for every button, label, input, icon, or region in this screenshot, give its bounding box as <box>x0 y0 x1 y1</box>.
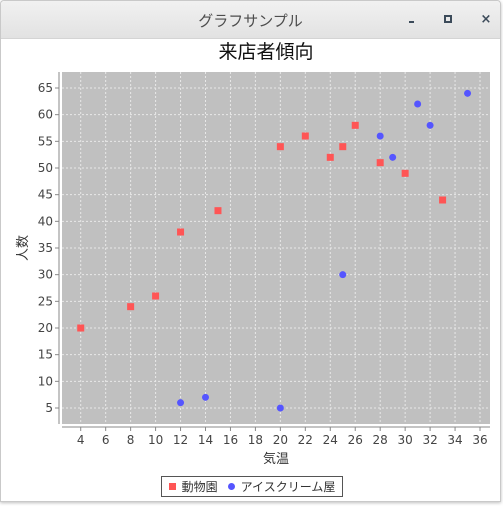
data-point-zoo <box>401 169 409 177</box>
y-tick-label: 50 <box>38 161 53 175</box>
x-tick-label: 32 <box>422 433 437 447</box>
y-tick-label: 65 <box>38 81 53 95</box>
legend-circle-icon <box>227 483 235 490</box>
data-point-icecream <box>201 393 209 401</box>
x-tick-label: 34 <box>447 433 462 447</box>
x-tick-label: 18 <box>248 433 263 447</box>
y-tick-label: 5 <box>45 401 53 415</box>
y-tick-label: 30 <box>38 268 53 282</box>
minimize-icon <box>408 20 414 23</box>
data-point-icecream <box>376 132 384 140</box>
data-point-icecream <box>339 271 347 279</box>
maximize-icon <box>444 15 452 23</box>
data-point-zoo <box>152 292 160 300</box>
legend-square-icon <box>168 483 176 490</box>
data-point-zoo <box>214 207 222 215</box>
y-tick-label: 10 <box>38 374 53 388</box>
data-point-zoo <box>177 228 185 236</box>
x-tick-label: 8 <box>127 433 135 447</box>
chart-legend: 動物園 アイスクリーム屋 <box>161 476 343 497</box>
data-point-zoo <box>326 153 334 161</box>
x-tick-label: 36 <box>472 433 487 447</box>
x-tick-label: 28 <box>373 433 388 447</box>
maximize-button[interactable] <box>440 11 456 27</box>
data-point-icecream <box>276 404 284 412</box>
data-point-zoo <box>276 143 284 151</box>
x-axis-label: 気温 <box>263 451 289 467</box>
y-tick-label: 35 <box>38 241 53 255</box>
chart-title: 来店者傾向 <box>218 41 313 63</box>
data-point-icecream <box>426 121 434 129</box>
data-point-zoo <box>439 196 447 204</box>
minimize-button[interactable] <box>403 11 419 27</box>
legend-item-zoo: 動物園 <box>168 478 218 495</box>
data-point-zoo <box>339 143 347 151</box>
y-tick-label: 25 <box>38 294 53 308</box>
close-button[interactable]: × <box>478 11 494 27</box>
x-tick-label: 22 <box>298 433 313 447</box>
data-point-icecream <box>414 100 422 108</box>
data-point-zoo <box>301 132 309 140</box>
x-tick-label: 10 <box>148 433 163 447</box>
y-tick-label: 55 <box>38 134 53 148</box>
x-tick-label: 24 <box>323 433 338 447</box>
x-tick-label: 6 <box>102 433 110 447</box>
y-axis-label: 人数 <box>16 235 31 261</box>
x-tick-label: 30 <box>398 433 413 447</box>
data-point-icecream <box>177 399 185 407</box>
title-bar[interactable]: グラフサンプル × <box>1 1 500 39</box>
x-tick-label: 20 <box>273 433 288 447</box>
data-point-zoo <box>351 121 359 129</box>
x-tick-label: 16 <box>223 433 238 447</box>
legend-label-icecream: アイスクリーム屋 <box>240 480 336 494</box>
x-tick-label: 26 <box>348 433 363 447</box>
x-tick-label: 4 <box>77 433 85 447</box>
y-tick-label: 40 <box>38 214 53 228</box>
data-point-icecream <box>464 89 472 97</box>
x-tick-label: 14 <box>198 433 213 447</box>
window-title: グラフサンプル <box>198 12 303 30</box>
legend-item-icecream: アイスクリーム屋 <box>227 478 336 495</box>
legend-label-zoo: 動物園 <box>181 480 218 494</box>
data-point-icecream <box>389 153 397 161</box>
x-tick-label: 12 <box>173 433 188 447</box>
y-tick-label: 15 <box>38 348 53 362</box>
data-point-zoo <box>127 303 135 311</box>
y-tick-label: 20 <box>38 321 53 335</box>
close-icon: × <box>480 11 492 27</box>
y-tick-label: 60 <box>38 108 53 122</box>
y-tick-label: 45 <box>38 188 53 202</box>
data-point-zoo <box>77 324 85 332</box>
data-point-zoo <box>376 159 384 167</box>
